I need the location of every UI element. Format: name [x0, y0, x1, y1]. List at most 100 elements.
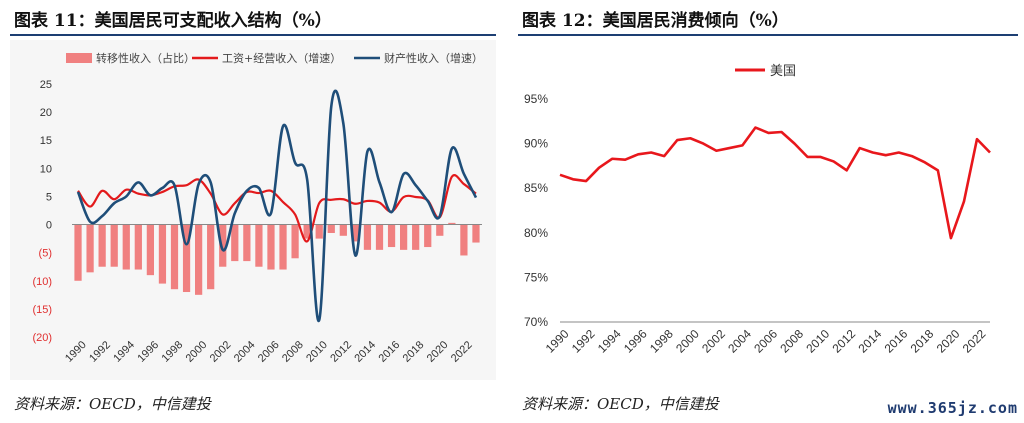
left-bar: [448, 222, 456, 225]
left-x-tick-label: 2008: [280, 339, 306, 365]
left-bar: [303, 224, 311, 239]
legend-label: 工资+经营收入（增速）: [222, 51, 341, 65]
left-bar: [195, 224, 203, 295]
left-bar: [134, 224, 142, 270]
left-x-tick-label: 2002: [208, 339, 234, 365]
left-y-tick-label: (5): [39, 248, 52, 260]
right-consumption-line: [559, 126, 991, 240]
left-y-tick-label: (10): [32, 276, 52, 288]
right-x-tick-label: 2012: [829, 327, 858, 356]
left-bar: [122, 224, 130, 270]
left-bar: [327, 224, 335, 233]
left-x-tick-label: 2018: [401, 339, 427, 365]
left-y-tick-label: 15: [40, 135, 52, 147]
right-x-tick-label: 2008: [777, 327, 806, 356]
left-bar: [315, 224, 323, 239]
left-bar: [110, 224, 118, 267]
left-bar: [98, 224, 106, 267]
left-y-tick-label: (20): [32, 332, 52, 344]
left-bar: [339, 224, 347, 236]
legend-label: 美国: [770, 64, 796, 79]
left-bar: [412, 224, 420, 250]
left-bar: [436, 224, 444, 236]
left-bar: [170, 224, 179, 290]
left-bar: [219, 224, 227, 267]
left-chart-title: 图表 11：美国居民可支配收入结构（%）: [14, 11, 332, 31]
left-x-tick-label: 2012: [328, 339, 354, 365]
left-x-tick-label: 1992: [87, 339, 113, 365]
left-y-tick-label: 5: [46, 191, 52, 203]
right-x-tick-label: 2006: [751, 327, 780, 356]
right-source-note: 资料来源：OECD，中信建投: [522, 395, 719, 413]
left-bar: [231, 224, 239, 262]
left-property-line: [76, 89, 478, 322]
left-x-tick-label: 1996: [135, 339, 161, 365]
right-x-tick-label: 2018: [908, 327, 937, 356]
left-x-tick-label: 2006: [256, 339, 282, 365]
right-x-tick-label: 1996: [621, 327, 650, 356]
left-bar: [267, 224, 275, 270]
left-bar: [363, 224, 372, 250]
right-y-tick-label: 90%: [524, 137, 548, 151]
right-x-tick-label: 2016: [882, 327, 911, 356]
right-x-tick-label: 2014: [856, 327, 885, 356]
left-x-tick-label: 2020: [425, 339, 451, 365]
left-bar: [351, 224, 359, 242]
left-bar: [74, 224, 82, 281]
right-y-tick-label: 85%: [524, 181, 548, 195]
left-bar: [387, 224, 396, 248]
left-bar: [424, 224, 432, 248]
left-x-tick-label: 2000: [184, 339, 210, 365]
right-x-tick-label: 1998: [647, 327, 676, 356]
left-bar: [400, 224, 408, 250]
left-bar: [255, 224, 263, 267]
left-x-tick-label: 2016: [377, 339, 403, 365]
right-x-tick-label: 2020: [934, 327, 963, 356]
legend-swatch-transfer: [66, 53, 92, 63]
legend-label: 转移性收入（占比）: [96, 51, 195, 65]
right-x-tick-label: 2010: [803, 327, 832, 356]
left-x-tick-label: 1998: [159, 339, 185, 365]
watermark-text: www.365jz.com: [887, 399, 1018, 417]
left-x-tick-label: 1990: [63, 339, 89, 365]
left-bar: [472, 224, 480, 243]
left-x-tick-label: 2010: [304, 339, 330, 365]
left-bar: [86, 224, 94, 273]
left-y-tick-label: 0: [46, 220, 52, 232]
right-y-tick-label: 75%: [524, 270, 548, 284]
right-title-rule: [518, 34, 1018, 36]
left-title-rule: [10, 34, 496, 36]
right-x-tick-label: 2002: [699, 327, 728, 356]
left-wage-line: [77, 174, 477, 243]
right-x-tick-label: 2022: [960, 327, 989, 356]
left-y-tick-label: 20: [40, 107, 52, 119]
left-x-tick-label: 2004: [232, 339, 258, 365]
legend-label: 财产性收入（增速）: [384, 51, 483, 65]
left-y-tick-label: (15): [32, 304, 52, 316]
left-y-tick-label: 25: [40, 79, 52, 91]
left-bar: [146, 224, 154, 276]
right-x-tick-label: 1992: [569, 327, 598, 356]
left-bar: [460, 224, 468, 256]
left-x-tick-label: 2022: [449, 339, 475, 365]
left-bar: [291, 224, 299, 259]
left-bar: [375, 224, 384, 250]
right-x-tick-label: 1994: [595, 327, 624, 356]
right-y-tick-label: 80%: [524, 226, 548, 240]
left-bar: [182, 224, 191, 293]
right-x-tick-label: 2004: [725, 327, 754, 356]
right-x-tick-label: 2000: [673, 327, 702, 356]
left-y-tick-label: 10: [40, 163, 52, 175]
left-bar: [207, 224, 215, 290]
right-y-tick-label: 95%: [524, 92, 548, 106]
left-bar: [243, 224, 251, 262]
right-x-tick-label: 1990: [543, 327, 572, 356]
left-bar: [279, 224, 287, 270]
left-chart-background: [10, 40, 496, 380]
right-y-tick-label: 70%: [524, 315, 548, 329]
left-x-tick-label: 1994: [111, 339, 137, 365]
left-x-tick-label: 2014: [352, 339, 378, 365]
left-source-note: 资料来源：OECD，中信建投: [14, 395, 211, 413]
right-chart-title: 图表 12：美国居民消费倾向（%）: [522, 11, 789, 31]
